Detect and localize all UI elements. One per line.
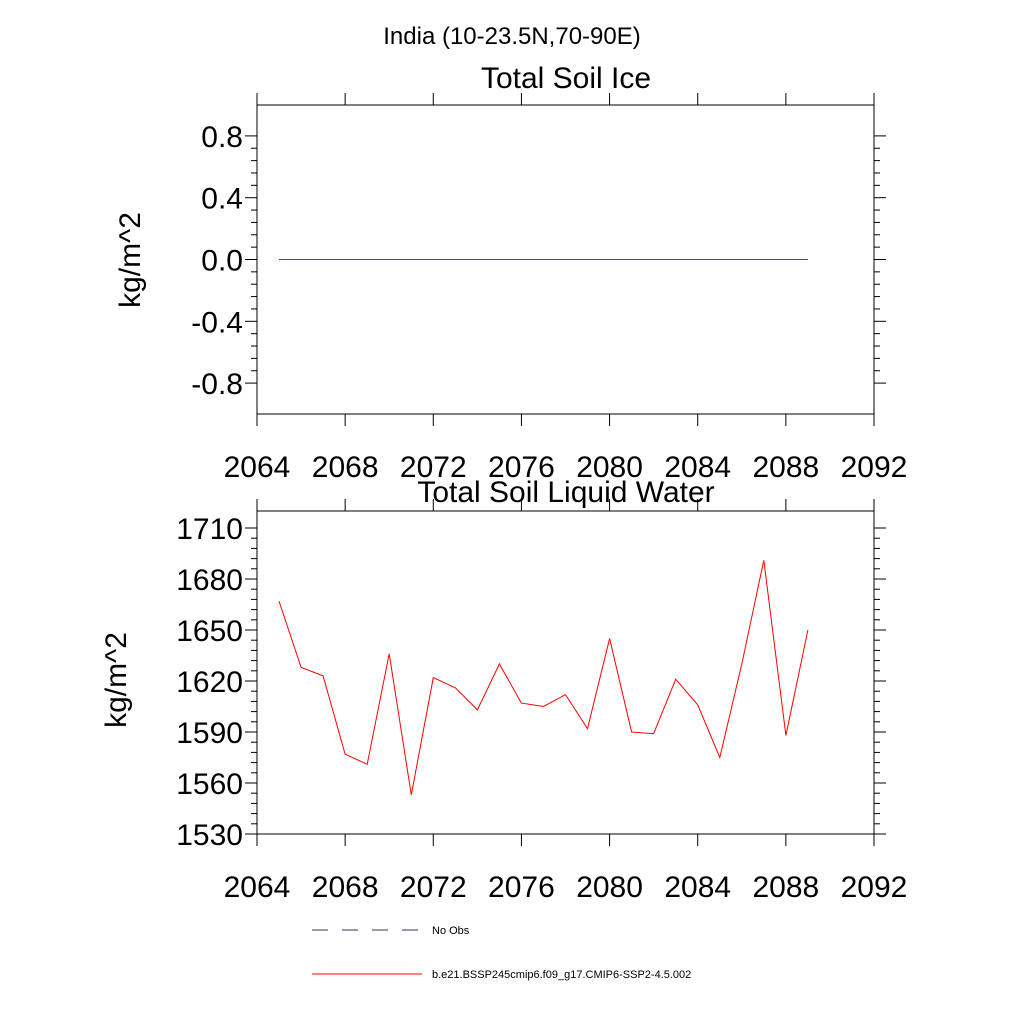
series-line [278,560,809,795]
y-tick-label: 0.8 [201,121,243,154]
y-tick-label: 0.0 [201,245,243,278]
y-tick-label: 1560 [176,768,243,801]
y-ticks: 0.8 0.4 0.0 -0.4 -0.8 [191,121,886,401]
x-tick-label: 2076 [488,871,555,904]
y-tick-label: 1530 [176,819,243,852]
y-tick-label: -0.4 [191,306,243,339]
y-tick-label: 1650 [176,615,243,648]
chart-title: Total Soil Ice [481,62,651,95]
x-tick-label: 2068 [312,871,379,904]
legend-label-model: b.e21.BSSP245cmip6.f09_g17.CMIP6-SSP2-4.… [432,969,691,981]
y-tick-label: -0.8 [191,368,243,401]
legend-label-no-obs: No Obs [432,925,470,937]
chart-title: Total Soil Liquid Water [417,476,714,509]
x-tick-label: 2064 [224,871,291,904]
x-tick-label: 2076 [488,451,555,484]
x-tick-label: 2084 [664,451,731,484]
panel-soil-liquid-water: Total Soil Liquid Water kg/m^2 171016801… [100,476,907,904]
x-tick-label: 2080 [576,451,643,484]
y-tick-label: 0.4 [201,183,243,216]
y-axis-label: kg/m^2 [100,632,133,728]
x-tick-label: 2072 [400,871,467,904]
y-tick-label: 1710 [176,513,243,546]
x-tick-label: 2080 [576,871,643,904]
y-tick-label: 1620 [176,666,243,699]
y-axis-label: kg/m^2 [114,212,147,308]
plot-frame [256,510,875,835]
x-tick-label: 2088 [752,451,819,484]
y-ticks: 1710 1680 1650 1620 1590 1560 1530 [176,513,886,852]
figure-suptitle: India (10-23.5N,70-90E) [383,23,640,50]
x-tick-label: 2068 [312,451,379,484]
x-tick-label: 2092 [841,871,908,904]
x-tick-label: 2092 [841,451,908,484]
x-ticks: 2064 2068 2072 2076 2080 2084 2088 2092 [224,93,908,484]
series-lines [278,560,809,795]
x-tick-label: 2072 [400,451,467,484]
x-ticks: 2064 2068 2072 2076 2080 2084 2088 2092 [224,499,908,904]
panel-soil-ice: Total Soil Ice kg/m^2 0.80.40.0-0.4-0.8 … [114,62,907,484]
y-tick-label: 1590 [176,717,243,750]
y-tick-label: 1680 [176,564,243,597]
x-tick-label: 2064 [224,451,291,484]
legend: No Obs b.e21.BSSP245cmip6.f09_g17.CMIP6-… [312,925,691,981]
x-tick-label: 2088 [752,871,819,904]
x-tick-label: 2084 [664,871,731,904]
